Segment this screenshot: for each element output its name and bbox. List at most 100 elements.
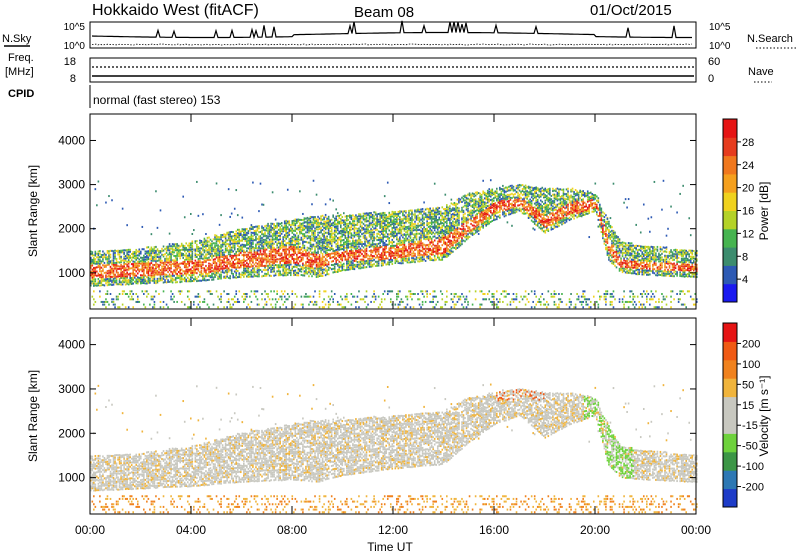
scatter-cell xyxy=(317,256,319,259)
scatter-cell xyxy=(446,244,448,247)
scatter-cell xyxy=(397,240,400,243)
scatter-cell xyxy=(274,238,277,241)
scatter-cell xyxy=(243,269,245,272)
scatter-cell xyxy=(253,226,256,229)
scatter-cell xyxy=(302,274,304,277)
scatter-cell xyxy=(277,224,280,227)
scatter-cell xyxy=(127,253,130,256)
scatter-cell xyxy=(232,303,235,306)
scatter-cell xyxy=(236,266,239,269)
scatter-cell xyxy=(115,269,118,272)
scatter-cell xyxy=(236,248,239,251)
scatter-cell xyxy=(220,214,222,217)
date-label: 01/Oct/2015 xyxy=(590,2,672,19)
scatter-cell xyxy=(347,252,350,255)
scatter-cell xyxy=(396,222,398,225)
scatter-cell xyxy=(309,241,312,244)
scatter-cell xyxy=(236,250,239,253)
scatter-cell xyxy=(247,251,250,254)
scatter-cell xyxy=(132,306,135,309)
scatter-cell xyxy=(143,278,145,281)
scatter-cell xyxy=(389,241,392,244)
scatter-cell xyxy=(374,245,377,248)
scatter-cell xyxy=(270,225,272,228)
scatter-cell xyxy=(152,274,154,277)
scatter-cell xyxy=(350,234,353,237)
scatter-cell xyxy=(393,215,395,218)
scatter-cell xyxy=(111,279,113,282)
scatter-cell xyxy=(227,245,230,248)
scatter-cell xyxy=(396,246,398,249)
scatter-cell xyxy=(174,268,177,271)
scatter-cell xyxy=(449,227,451,230)
scatter-cell xyxy=(344,250,347,253)
scatter-cell xyxy=(441,212,444,215)
scatter-cell xyxy=(368,243,371,246)
scatter-cell xyxy=(155,265,157,268)
scatter-cell xyxy=(394,258,397,261)
scatter-cell xyxy=(156,281,159,284)
scatter-cell xyxy=(168,257,171,260)
scatter-cell xyxy=(253,270,256,273)
scatter-cell xyxy=(294,246,297,249)
scatter-cell xyxy=(450,244,453,247)
scatter-cell xyxy=(112,303,115,306)
scatter-cell xyxy=(291,293,294,295)
scatter-cell xyxy=(209,290,212,293)
scatter-cell xyxy=(282,230,285,233)
scatter-cell xyxy=(135,270,138,273)
scatter-cell xyxy=(365,226,368,229)
scatter-cell xyxy=(326,271,328,274)
scatter-cell xyxy=(417,216,419,219)
scatter-cell xyxy=(447,214,450,217)
scatter-cell xyxy=(129,254,131,257)
scatter-cell xyxy=(444,303,447,306)
scatter-cell xyxy=(258,275,260,278)
scatter-cell xyxy=(309,263,312,266)
scatter-cell xyxy=(315,267,318,270)
scatter-cell xyxy=(158,268,160,271)
scatter-cell xyxy=(297,248,300,251)
scatter-cell xyxy=(429,243,431,246)
scatter-cell xyxy=(442,252,445,255)
scatter-cell xyxy=(239,249,242,252)
scatter-cell xyxy=(408,211,410,214)
scatter-cell xyxy=(188,250,191,253)
scatter-cell xyxy=(379,220,381,223)
scatter-cell xyxy=(246,253,248,256)
scatter-cell xyxy=(439,212,442,215)
scatter-cell xyxy=(265,227,268,230)
scatter-cell xyxy=(400,224,403,227)
scatter-cell xyxy=(115,279,118,282)
scatter-cell xyxy=(109,268,112,271)
scatter-cell xyxy=(114,251,116,254)
scatter-cell xyxy=(317,272,319,275)
scatter-cell xyxy=(347,243,350,246)
scatter-cell xyxy=(235,276,238,279)
scatter-cell xyxy=(188,248,191,251)
scatter-cell xyxy=(165,255,168,258)
scatter-cell xyxy=(243,293,245,295)
scatter-cell xyxy=(371,233,374,236)
scatter-cell xyxy=(397,250,400,253)
scatter-cell xyxy=(126,265,128,268)
scatter-cell xyxy=(168,245,171,248)
scatter-cell xyxy=(294,241,297,244)
scatter-cell xyxy=(212,238,215,241)
scatter-cell xyxy=(446,217,448,220)
scatter-cell xyxy=(293,224,295,227)
scatter-cell xyxy=(424,234,427,237)
scatter-cell xyxy=(430,209,433,212)
scatter-cell xyxy=(139,280,142,283)
scatter-cell xyxy=(238,252,241,255)
scatter-cell xyxy=(411,252,413,255)
scatter-cell xyxy=(256,271,259,274)
scatter-cell xyxy=(391,252,394,255)
scatter-cell xyxy=(258,210,260,213)
scatter-cell xyxy=(321,229,324,232)
scatter-cell xyxy=(244,260,247,263)
scatter-cell xyxy=(206,272,209,275)
scatter-cell xyxy=(244,265,247,268)
scatter-cell xyxy=(336,264,339,267)
scatter-cell xyxy=(377,236,380,239)
